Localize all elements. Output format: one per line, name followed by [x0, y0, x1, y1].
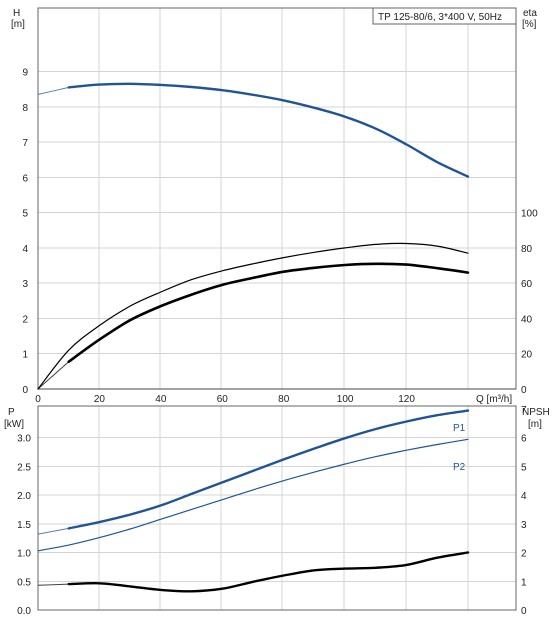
- left-axis-label-line1: H: [13, 8, 20, 19]
- h-tick-label: 3: [22, 279, 28, 290]
- right-axis-label-line2: [%]: [522, 19, 537, 30]
- title-box: [372, 7, 517, 25]
- x-axis-label: Q [m³/h]: [476, 394, 512, 405]
- efficiency-thick-curve-extrapolated: [37, 361, 70, 390]
- top-series: [37, 82, 470, 390]
- power-axis-label-line2: [kW]: [4, 419, 24, 430]
- q-tick-label: 80: [278, 394, 290, 405]
- h-tick-label: 2: [22, 314, 28, 325]
- q-tick-label: 120: [398, 394, 415, 405]
- h-tick-label: 1: [22, 350, 28, 361]
- q-tick-label: 40: [155, 394, 167, 405]
- bottom-gridlines: [38, 406, 516, 610]
- npsh-tick-label: 6: [521, 434, 527, 445]
- npsh-tick-label: 2: [521, 549, 527, 560]
- npsh-tick-label: 5: [521, 462, 527, 473]
- q-tick-label: 20: [94, 394, 106, 405]
- eta-tick-label: 20: [521, 350, 533, 361]
- right-axis-label-line1: eta: [523, 8, 537, 19]
- q-tick-label: 100: [337, 394, 354, 405]
- npsh-tick-label: 1: [521, 577, 527, 588]
- left-axis-label-line2: [m]: [11, 19, 25, 30]
- npsh-axis-label-line1: NPSH: [522, 407, 550, 418]
- bottom-plot-frame: [37, 405, 517, 611]
- eta-tick-label: 100: [521, 209, 538, 220]
- h-tick-label: 4: [22, 244, 28, 255]
- series-label-p1: P1: [453, 423, 466, 434]
- h-tick-label: 0: [22, 385, 28, 396]
- efficiency-thick-curve-line: [67, 262, 470, 363]
- p-tick-label: 2.5: [17, 462, 31, 473]
- q-tick-label: 0: [35, 394, 41, 405]
- power-axis-label-line1: P: [8, 407, 15, 418]
- top-tick-labels: 0 1 2 3 4 5 6 7 8 9 0 20 40 60 80 100 0 20 40 60 80 100 120: [22, 68, 538, 406]
- h-tick-label: 7: [22, 138, 28, 149]
- eta-tick-label: 40: [521, 314, 533, 325]
- h-tick-label: 5: [22, 209, 28, 220]
- head-curve-line: [67, 82, 470, 178]
- head-curve-extrapolated: [37, 86, 69, 95]
- p-tick-label: 1.0: [17, 549, 31, 560]
- npsh-tick-label: 7: [521, 405, 527, 416]
- h-tick-label: 8: [22, 103, 28, 114]
- top-gridlines: [38, 8, 516, 389]
- h-tick-label: 9: [22, 68, 28, 79]
- p2-curve-line: [37, 438, 469, 552]
- h-tick-label: 6: [22, 173, 28, 184]
- chart-title: TP 125-80/6, 3*400 V, 50Hz: [378, 12, 502, 23]
- p-tick-label: 0.0: [17, 606, 31, 617]
- npsh-curve-extrapolated: [37, 583, 69, 586]
- power-npsh-chart: 0.0 0.5 1.0 1.5 2.0 2.5 3.0 0 1 2 3 4 5 6 7 P [kW] NPS…: [4, 405, 550, 617]
- bottom-series: [37, 409, 470, 593]
- p-tick-label: 1.5: [17, 520, 31, 531]
- p-tick-label: 2.0: [17, 491, 31, 502]
- npsh-tick-label: 0: [521, 606, 527, 617]
- eta-tick-label: 0: [521, 385, 527, 396]
- series-label-p2: P2: [453, 462, 466, 473]
- q-tick-label: 60: [217, 394, 229, 405]
- npsh-tick-label: 4: [521, 491, 527, 502]
- npsh-curve-line: [67, 551, 470, 593]
- npsh-axis-label-line2: [m]: [528, 419, 542, 430]
- eta-tick-label: 60: [521, 279, 533, 290]
- p-tick-label: 0.5: [17, 577, 31, 588]
- bottom-tick-labels: 0.0 0.5 1.0 1.5 2.0 2.5 3.0 0 1 2 3 4 5 6 7: [17, 405, 527, 617]
- npsh-tick-label: 3: [521, 520, 527, 531]
- p-tick-label: 3.0: [17, 434, 31, 445]
- p1-curve-extrapolated: [37, 527, 69, 535]
- efficiency-thin-curve-line: [37, 242, 469, 390]
- eta-tick-label: 80: [521, 244, 533, 255]
- p1-curve-line: [67, 409, 470, 530]
